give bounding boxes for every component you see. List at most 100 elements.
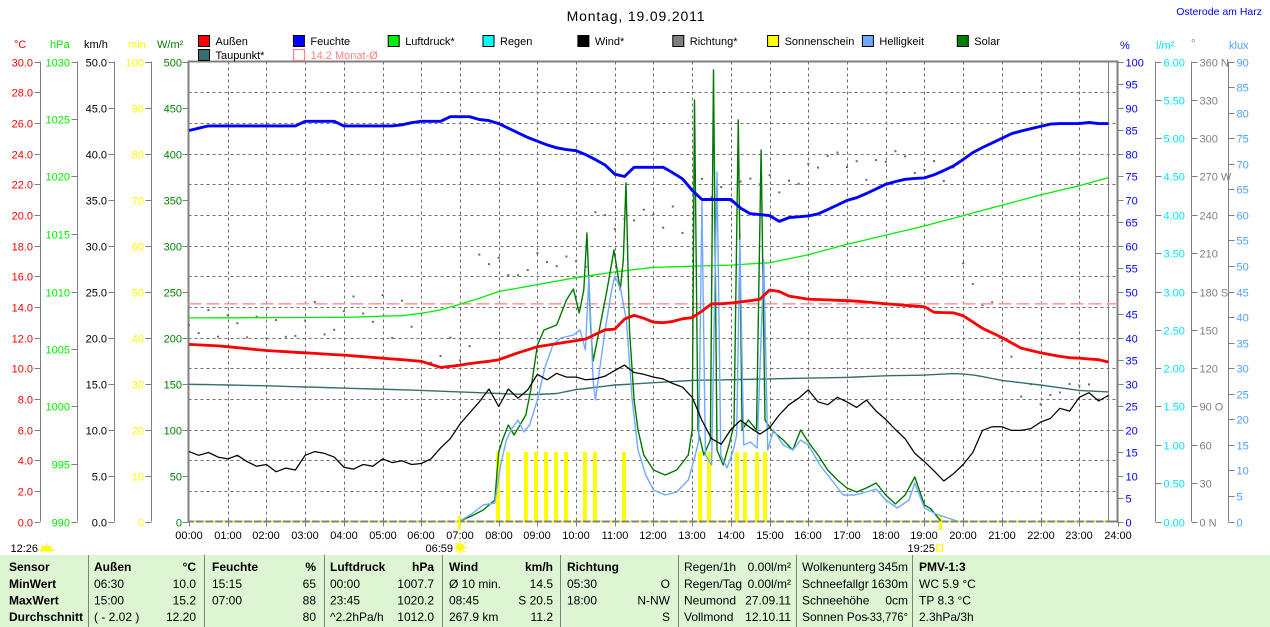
svg-text:65: 65 bbox=[1237, 185, 1249, 197]
svg-text:°C: °C bbox=[183, 560, 197, 574]
svg-text:15:00: 15:00 bbox=[94, 594, 124, 608]
svg-text:Feuchte: Feuchte bbox=[310, 36, 350, 48]
svg-text:18:00: 18:00 bbox=[567, 594, 597, 608]
svg-text:30: 30 bbox=[1237, 364, 1249, 376]
svg-text:10: 10 bbox=[1237, 466, 1249, 478]
svg-text:345m: 345m bbox=[878, 560, 908, 574]
svg-text:35: 35 bbox=[1237, 339, 1249, 351]
svg-text:240: 240 bbox=[1200, 211, 1218, 223]
svg-text:50: 50 bbox=[170, 472, 182, 484]
svg-text:450: 450 bbox=[164, 104, 182, 116]
svg-text:55: 55 bbox=[1126, 264, 1138, 276]
svg-text:10.0: 10.0 bbox=[12, 364, 33, 376]
svg-text:55: 55 bbox=[1237, 236, 1249, 248]
svg-text:Wolkenunterg: Wolkenunterg bbox=[802, 560, 876, 574]
svg-text:88: 88 bbox=[303, 594, 317, 608]
svg-text:80: 80 bbox=[1126, 150, 1138, 162]
svg-text:4.0: 4.0 bbox=[18, 456, 33, 468]
svg-text:21:00: 21:00 bbox=[988, 530, 1016, 542]
svg-text:2.50: 2.50 bbox=[1164, 326, 1185, 338]
svg-text:85: 85 bbox=[1237, 83, 1249, 95]
svg-text:95: 95 bbox=[1126, 80, 1138, 92]
svg-text:20: 20 bbox=[1126, 426, 1138, 438]
svg-text:07:00: 07:00 bbox=[446, 530, 474, 542]
svg-text:180 S: 180 S bbox=[1200, 288, 1229, 300]
svg-text:45: 45 bbox=[1126, 310, 1138, 322]
svg-text:50: 50 bbox=[132, 288, 144, 300]
svg-text:MinWert: MinWert bbox=[9, 577, 56, 591]
svg-text:100: 100 bbox=[164, 426, 182, 438]
svg-text:1012.0: 1012.0 bbox=[397, 610, 434, 624]
svg-text:4.50: 4.50 bbox=[1164, 172, 1185, 184]
svg-text:12.10.11: 12.10.11 bbox=[745, 610, 791, 624]
svg-text:40: 40 bbox=[1237, 313, 1249, 325]
svg-text:0.0: 0.0 bbox=[18, 518, 33, 530]
svg-text:1025: 1025 bbox=[46, 115, 70, 127]
svg-text:400: 400 bbox=[164, 150, 182, 162]
svg-text:Helligkeit: Helligkeit bbox=[879, 36, 924, 48]
svg-text:15:15: 15:15 bbox=[212, 577, 242, 591]
svg-text:1015: 1015 bbox=[46, 230, 70, 242]
svg-text:%: % bbox=[1120, 40, 1130, 52]
svg-text:500: 500 bbox=[164, 58, 182, 70]
svg-text:30: 30 bbox=[1200, 479, 1212, 491]
svg-text:1010: 1010 bbox=[46, 288, 70, 300]
svg-text:50: 50 bbox=[1126, 288, 1138, 300]
svg-text:20: 20 bbox=[1237, 415, 1249, 427]
svg-text:km/h: km/h bbox=[525, 560, 553, 574]
svg-text:20:00: 20:00 bbox=[949, 530, 977, 542]
svg-text:1.50: 1.50 bbox=[1164, 402, 1185, 414]
svg-text:Solar: Solar bbox=[974, 36, 1000, 48]
svg-text:0: 0 bbox=[1126, 518, 1132, 530]
svg-text:17:00: 17:00 bbox=[833, 530, 861, 542]
svg-text:270 W: 270 W bbox=[1200, 172, 1232, 184]
svg-text:1020.2: 1020.2 bbox=[397, 594, 434, 608]
svg-text:Schneehöhe: Schneehöhe bbox=[802, 594, 870, 608]
svg-text:990: 990 bbox=[52, 518, 70, 530]
svg-text:70: 70 bbox=[1126, 196, 1138, 208]
svg-text:90: 90 bbox=[1126, 104, 1138, 116]
svg-text:0.00l/m²: 0.00l/m² bbox=[748, 577, 791, 591]
svg-text:45.0: 45.0 bbox=[86, 104, 107, 116]
svg-text:0: 0 bbox=[176, 518, 182, 530]
svg-text:min: min bbox=[128, 39, 146, 51]
svg-text:40: 40 bbox=[132, 334, 144, 346]
svg-text:Osterode am Harz: Osterode am Harz bbox=[1176, 6, 1262, 18]
svg-text:35: 35 bbox=[1126, 356, 1138, 368]
svg-text:80: 80 bbox=[132, 150, 144, 162]
svg-text:10:00: 10:00 bbox=[562, 530, 590, 542]
svg-text:26.0: 26.0 bbox=[12, 119, 33, 131]
svg-text:Luftdruck: Luftdruck bbox=[330, 560, 386, 574]
svg-text:23:00: 23:00 bbox=[1065, 530, 1093, 542]
svg-text:45: 45 bbox=[1237, 288, 1249, 300]
svg-text:80: 80 bbox=[303, 610, 317, 624]
svg-text:30.0: 30.0 bbox=[12, 58, 33, 70]
svg-text:24.0: 24.0 bbox=[12, 150, 33, 162]
svg-text:25: 25 bbox=[1126, 402, 1138, 414]
svg-text:75: 75 bbox=[1126, 172, 1138, 184]
svg-text:5: 5 bbox=[1126, 494, 1132, 506]
svg-text:150: 150 bbox=[164, 380, 182, 392]
svg-text:15: 15 bbox=[1126, 448, 1138, 460]
svg-text:18:00: 18:00 bbox=[872, 530, 900, 542]
svg-text:60: 60 bbox=[1237, 211, 1249, 223]
svg-text:22:00: 22:00 bbox=[1027, 530, 1055, 542]
svg-text:S: S bbox=[662, 610, 670, 624]
svg-text:35.0: 35.0 bbox=[86, 196, 107, 208]
svg-text:13:00: 13:00 bbox=[678, 530, 706, 542]
svg-text:3.50: 3.50 bbox=[1164, 249, 1185, 261]
svg-text:20: 20 bbox=[132, 426, 144, 438]
svg-text:90 O: 90 O bbox=[1200, 402, 1224, 414]
svg-text:Regen/Tag: Regen/Tag bbox=[684, 577, 742, 591]
svg-text:14:00: 14:00 bbox=[717, 530, 745, 542]
svg-text:2.00: 2.00 bbox=[1164, 364, 1185, 376]
svg-text:60: 60 bbox=[1126, 242, 1138, 254]
svg-text:1630m: 1630m bbox=[871, 577, 908, 591]
svg-text:°: ° bbox=[1191, 38, 1195, 50]
svg-text:2.3hPa/3h: 2.3hPa/3h bbox=[919, 610, 974, 624]
svg-text:5.50: 5.50 bbox=[1164, 96, 1185, 108]
svg-text:Feuchte: Feuchte bbox=[212, 560, 258, 574]
svg-text:Montag, 19.09.2011: Montag, 19.09.2011 bbox=[567, 8, 706, 24]
svg-text:02:00: 02:00 bbox=[252, 530, 280, 542]
svg-text:200: 200 bbox=[164, 334, 182, 346]
